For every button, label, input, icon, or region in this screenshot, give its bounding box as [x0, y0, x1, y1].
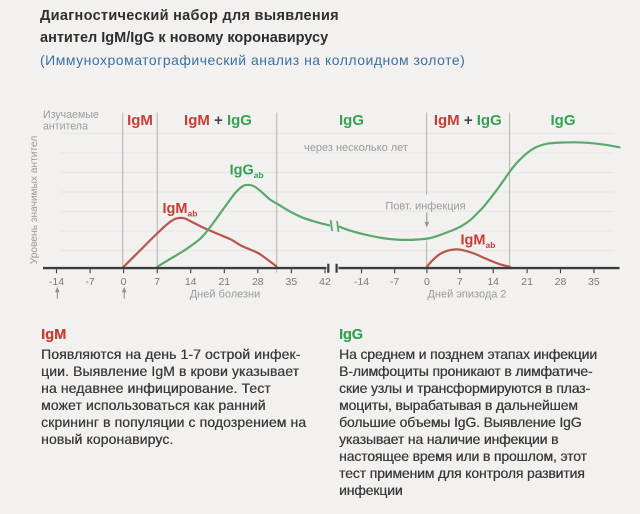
svg-text:28: 28	[555, 276, 567, 288]
svg-text:IgM + IgG: IgM + IgG	[434, 112, 502, 129]
svg-text:IgG: IgG	[339, 112, 364, 129]
svg-text:Повт. инфекция: Повт. инфекция	[385, 201, 465, 213]
svg-text:IgM + IgG: IgM + IgG	[184, 112, 252, 129]
svg-text:0: 0	[424, 276, 430, 288]
svg-text:-14: -14	[354, 276, 369, 288]
svg-text:7: 7	[154, 276, 160, 288]
svg-text:35: 35	[588, 276, 600, 288]
svg-text:IgMab: IgMab	[461, 233, 496, 250]
svg-text:28: 28	[252, 276, 264, 288]
svg-text:42: 42	[319, 276, 331, 288]
svg-text:7: 7	[457, 276, 463, 288]
svg-text:-14: -14	[49, 276, 64, 288]
svg-text:IgMab: IgMab	[163, 201, 198, 218]
svg-text:0: 0	[121, 276, 127, 288]
svg-text:IgGab: IgGab	[230, 163, 264, 180]
svg-text:21: 21	[218, 276, 230, 288]
svg-text:IgG: IgG	[551, 112, 576, 129]
svg-text:35: 35	[286, 276, 298, 288]
svg-text:-7: -7	[85, 276, 94, 288]
svg-text:21: 21	[521, 276, 533, 288]
svg-text:IgM: IgM	[127, 112, 153, 129]
svg-text:-7: -7	[390, 276, 399, 288]
svg-text:Дней эпизода 2: Дней эпизода 2	[427, 289, 506, 301]
svg-text:антитела: антитела	[43, 121, 88, 133]
svg-text:через несколько лет: через несколько лет	[304, 142, 408, 154]
svg-text:14: 14	[487, 276, 499, 288]
svg-text:Дней болезни: Дней болезни	[190, 289, 261, 301]
svg-text:Изучаемые: Изучаемые	[43, 109, 99, 121]
svg-text:Уровень значимых антител: Уровень значимых антител	[29, 136, 40, 265]
svg-text:14: 14	[185, 276, 197, 288]
